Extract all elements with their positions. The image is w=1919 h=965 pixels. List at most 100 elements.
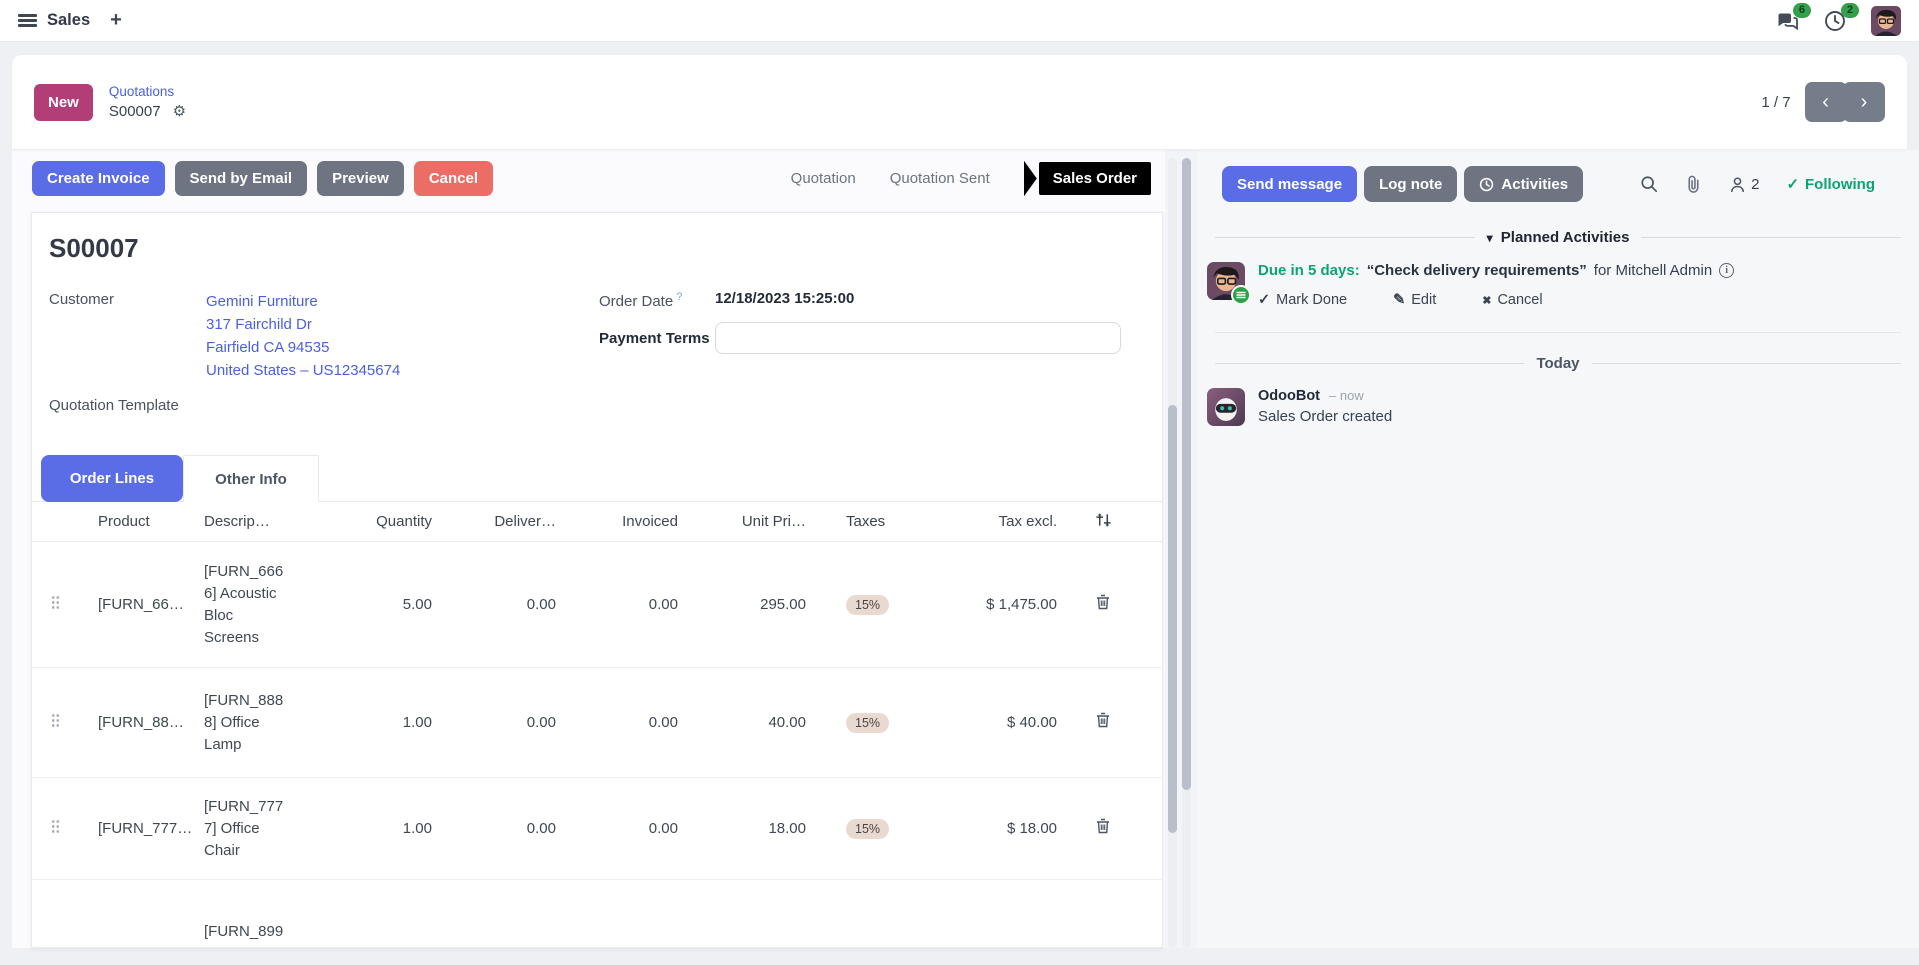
optional-columns-icon[interactable] bbox=[1095, 512, 1112, 528]
table-row[interactable]: [FURN_8999] Three- bbox=[32, 880, 1162, 947]
preview-button[interactable]: Preview bbox=[317, 161, 404, 196]
check-icon: ✓ bbox=[1786, 176, 1800, 193]
header-description[interactable]: Descrip… bbox=[204, 512, 270, 530]
search-messages-icon[interactable] bbox=[1640, 175, 1658, 193]
description-cell[interactable]: [FURN_7777] Office Chair bbox=[204, 797, 284, 859]
page-scrollbar-thumb[interactable] bbox=[1182, 158, 1191, 790]
pager-next-button[interactable]: › bbox=[1843, 82, 1885, 122]
app-name[interactable]: Sales bbox=[47, 11, 91, 29]
statusbar-state-quotation-sent[interactable]: Quotation Sent bbox=[889, 170, 990, 187]
new-button[interactable]: New bbox=[34, 83, 93, 121]
scrollbar-zone bbox=[1165, 150, 1197, 948]
drag-handle-icon[interactable] bbox=[51, 712, 60, 728]
unit-price-cell[interactable]: 18.00 bbox=[768, 820, 806, 837]
tab-order-lines[interactable]: Order Lines bbox=[41, 455, 183, 502]
record-pager: 1 / 7 ‹ › bbox=[1761, 82, 1885, 122]
tab-other-info[interactable]: Other Info bbox=[183, 455, 319, 502]
statusbar-state-quotation[interactable]: Quotation bbox=[790, 170, 856, 187]
customer-name-link[interactable]: Gemini Furniture bbox=[206, 293, 318, 310]
tax-badge[interactable]: 15% bbox=[846, 713, 890, 733]
activity-item: Due in 5 days: “Check delivery requireme… bbox=[1197, 246, 1919, 308]
tax-badge[interactable]: 15% bbox=[846, 819, 890, 839]
tax-badge[interactable]: 15% bbox=[846, 595, 890, 615]
pager-previous-button[interactable]: ‹ bbox=[1804, 82, 1847, 122]
attachments-icon[interactable] bbox=[1685, 175, 1702, 194]
description-cell[interactable]: [FURN_8999] Three- bbox=[204, 923, 284, 947]
send-message-button[interactable]: Send message bbox=[1222, 166, 1358, 202]
form-scrollbar-thumb[interactable] bbox=[1168, 405, 1177, 833]
chevron-down-icon: ▾ bbox=[1486, 231, 1493, 245]
unit-price-cell[interactable]: 295.00 bbox=[760, 596, 806, 613]
description-cell[interactable]: [FURN_6666] Acoustic Bloc Screens bbox=[204, 562, 284, 646]
statusbar: Quotation Quotation Sent Sales Order bbox=[790, 160, 1151, 197]
new-tab-plus-icon[interactable]: + bbox=[110, 9, 122, 31]
payment-terms-input[interactable] bbox=[715, 322, 1121, 354]
delivered-cell[interactable]: 0.00 bbox=[526, 596, 556, 613]
activities-menu[interactable]: 2 bbox=[1823, 2, 1859, 33]
drag-handle-icon[interactable] bbox=[51, 818, 60, 834]
delete-row-icon[interactable] bbox=[1096, 712, 1110, 728]
log-note-button[interactable]: Log note bbox=[1364, 166, 1458, 202]
product-cell[interactable]: [FURN_777… bbox=[98, 820, 193, 837]
quantity-cell[interactable]: 5.00 bbox=[402, 596, 432, 613]
message-author[interactable]: OdooBot bbox=[1258, 388, 1321, 404]
description-cell[interactable]: [FURN_8888] Office Lamp bbox=[204, 691, 284, 753]
planned-activities-toggle[interactable]: ▾ Planned Activities bbox=[1486, 229, 1630, 246]
statusbar-state-sales-order[interactable]: Sales Order bbox=[1023, 160, 1151, 197]
breadcrumb-current-record: S00007 bbox=[108, 102, 161, 120]
cancel-button[interactable]: Cancel bbox=[413, 161, 494, 196]
product-cell[interactable]: [FURN_88… bbox=[98, 714, 184, 731]
quantity-cell[interactable]: 1.00 bbox=[402, 714, 432, 731]
invoiced-cell[interactable]: 0.00 bbox=[648, 714, 678, 731]
header-invoiced[interactable]: Invoiced bbox=[622, 513, 678, 530]
table-row[interactable]: [FURN_66… [FURN_6666] Acoustic Bloc Scree… bbox=[32, 542, 1162, 668]
clock-icon bbox=[1480, 177, 1494, 191]
menu-icon[interactable] bbox=[18, 14, 37, 27]
edit-activity-button[interactable]: ✎ Edit bbox=[1393, 292, 1437, 308]
create-invoice-button[interactable]: Create Invoice bbox=[32, 161, 165, 196]
header-product[interactable]: Product bbox=[98, 513, 150, 530]
quantity-cell[interactable]: 1.00 bbox=[402, 820, 432, 837]
mark-done-button[interactable]: ✓ Mark Done bbox=[1258, 292, 1348, 308]
delete-row-icon[interactable] bbox=[1096, 594, 1110, 610]
activities-button[interactable]: Activities bbox=[1464, 166, 1584, 202]
customer-country-link[interactable]: United States – US12345674 bbox=[206, 362, 401, 379]
followers-button[interactable]: 2 bbox=[1729, 176, 1759, 193]
order-lines-body: [FURN_66… [FURN_6666] Acoustic Bloc Scree… bbox=[32, 542, 1162, 947]
header-delivered[interactable]: Deliver… bbox=[494, 513, 556, 530]
header-unit-price[interactable]: Unit Pri… bbox=[741, 513, 806, 530]
breadcrumb-quotations-link[interactable]: Quotations bbox=[108, 84, 175, 99]
info-icon[interactable]: i bbox=[1719, 263, 1735, 278]
send-by-email-button[interactable]: Send by Email bbox=[174, 161, 308, 196]
tax-excl-cell[interactable]: $ 40.00 bbox=[1006, 714, 1057, 731]
customer-city-link[interactable]: Fairfield CA 94535 bbox=[206, 339, 330, 356]
user-avatar[interactable] bbox=[1871, 5, 1901, 36]
activity-assignee: for Mitchell Admin bbox=[1593, 262, 1713, 279]
invoiced-cell[interactable]: 0.00 bbox=[648, 820, 678, 837]
odoobot-avatar[interactable] bbox=[1207, 388, 1245, 426]
help-icon: ? bbox=[676, 291, 683, 303]
unit-price-cell[interactable]: 40.00 bbox=[768, 714, 806, 731]
header-tax-excl[interactable]: Tax excl. bbox=[998, 513, 1057, 530]
cancel-activity-button[interactable]: ✖ Cancel bbox=[1482, 292, 1543, 308]
user-avatar-image bbox=[1871, 5, 1901, 36]
table-row[interactable]: [FURN_88… [FURN_8888] Office Lamp 1.00 0.00… bbox=[32, 668, 1162, 778]
tax-excl-cell[interactable]: $ 1,475.00 bbox=[986, 596, 1057, 613]
activity-summary: “Check delivery requirements” bbox=[1366, 262, 1587, 279]
product-cell[interactable]: [FURN_66… bbox=[98, 596, 184, 613]
invoiced-cell[interactable]: 0.00 bbox=[648, 596, 678, 613]
gear-icon[interactable]: ⚙ bbox=[172, 103, 187, 120]
header-quantity[interactable]: Quantity bbox=[376, 513, 432, 530]
delivered-cell[interactable]: 0.00 bbox=[526, 820, 556, 837]
following-button[interactable]: ✓ Following bbox=[1786, 175, 1875, 194]
delivered-cell[interactable]: 0.00 bbox=[526, 714, 556, 731]
order-date-value[interactable]: 12/18/2023 15:25:00 bbox=[715, 290, 855, 307]
header-taxes[interactable]: Taxes bbox=[846, 513, 886, 530]
tax-excl-cell[interactable]: $ 18.00 bbox=[1006, 820, 1057, 837]
drag-handle-icon[interactable] bbox=[51, 594, 60, 610]
customer-street-link[interactable]: 317 Fairchild Dr bbox=[206, 316, 312, 333]
delete-row-icon[interactable] bbox=[1096, 818, 1110, 834]
message-item: OdooBot – now Sales Order created bbox=[1197, 372, 1919, 426]
table-row[interactable]: [FURN_777… [FURN_7777] Office Chair 1.00 0.… bbox=[32, 778, 1162, 880]
messages-menu[interactable]: 6 bbox=[1775, 2, 1811, 33]
